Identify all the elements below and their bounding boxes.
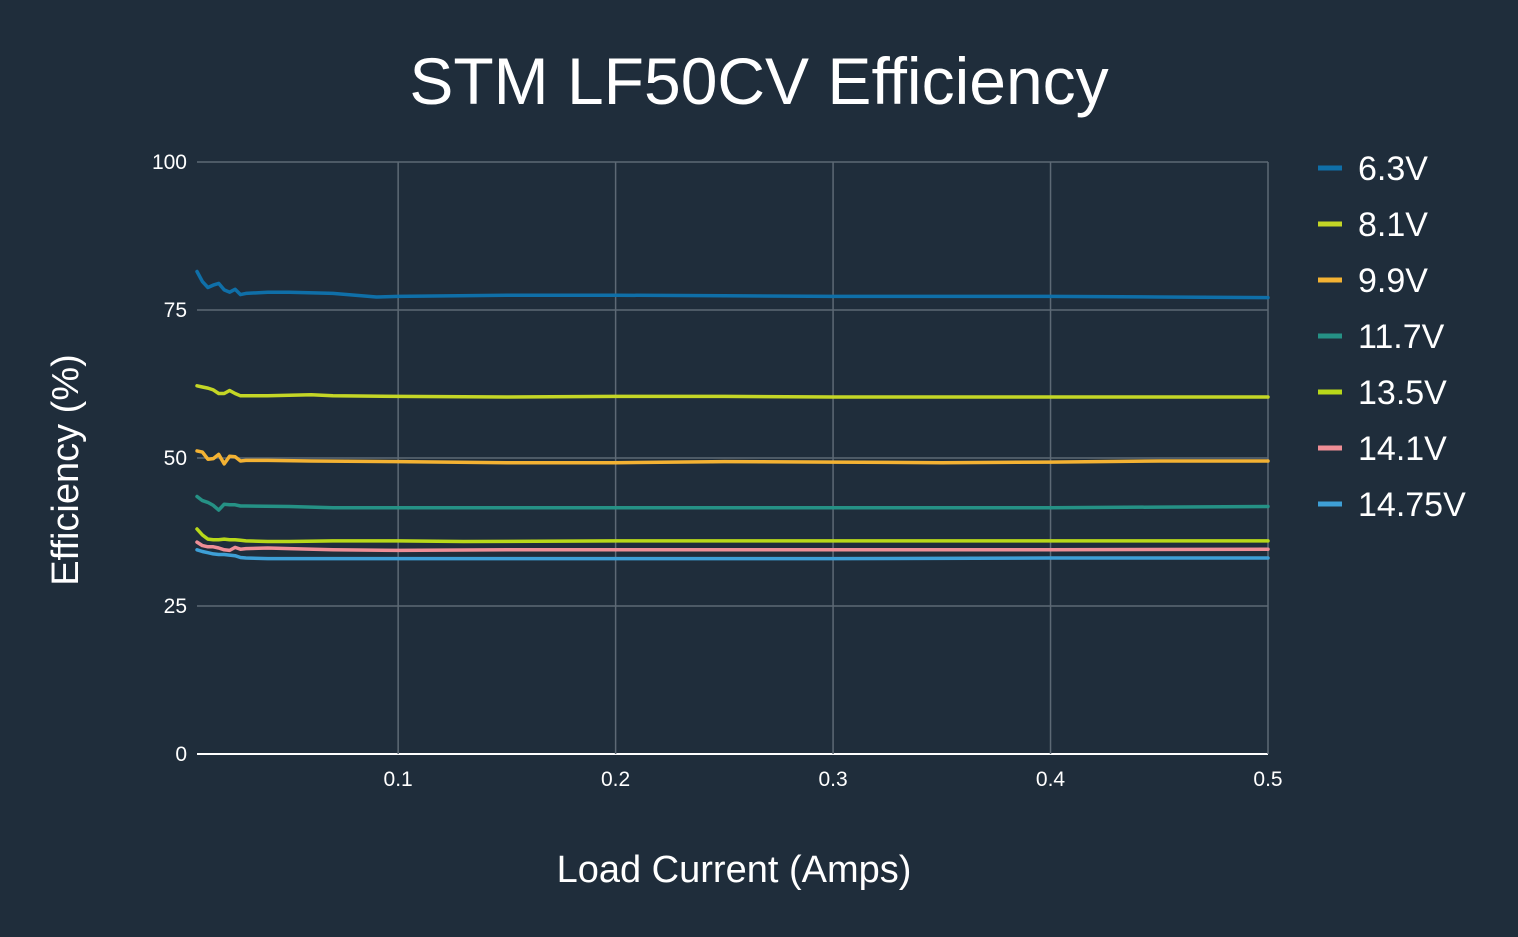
x-tick-label: 0.4 [1036,768,1066,791]
legend-label: 11.7V [1358,318,1445,356]
x-tick-label: 0.5 [1253,768,1282,791]
series-line-8-1v [195,384,1270,399]
legend-label: 14.1V [1358,430,1447,468]
legend-label: 6.3V [1358,150,1428,188]
legend-label: 9.9V [1358,262,1428,300]
tick-layer: 0 25 50 75 100 0.1 0.2 0.3 0.4 0.5 [152,151,1283,791]
legend: 6.3V 8.1V 9.9V 11.7V 13.5V 14.1V 14.75V [1318,150,1466,524]
y-axis-label: Efficiency (%) [45,354,87,586]
x-axis-label: Load Current (Amps) [557,849,912,891]
legend-item: 9.9V [1318,262,1428,300]
y-tick-label: 25 [164,595,187,618]
legend-item: 14.1V [1318,430,1447,468]
legend-label: 14.75V [1358,486,1466,524]
legend-item: 6.3V [1318,150,1428,188]
series-line-11-7v [195,494,1270,512]
legend-item: 14.75V [1318,486,1466,524]
x-tick-label: 0.3 [818,768,847,791]
legend-label: 8.1V [1358,206,1428,244]
y-tick-label: 75 [164,299,187,322]
y-tick-label: 100 [152,151,187,174]
series-line-14-75v [195,548,1270,561]
chart-title: STM LF50CV Efficiency [409,44,1108,118]
x-tick-label: 0.1 [384,768,413,791]
series-line-13-5v [195,527,1270,544]
series-line-14-1v [195,540,1270,553]
grid-layer [197,161,1269,755]
y-tick-label: 50 [164,447,187,470]
x-tick-label: 0.2 [601,768,630,791]
series-layer [195,269,1270,561]
series-line-9-9v [195,449,1270,466]
legend-item: 8.1V [1318,206,1428,244]
series-line-6-3v [195,269,1270,300]
legend-label: 13.5V [1358,374,1447,412]
legend-item: 11.7V [1318,318,1445,356]
legend-item: 13.5V [1318,374,1447,412]
y-tick-label: 0 [175,743,187,766]
